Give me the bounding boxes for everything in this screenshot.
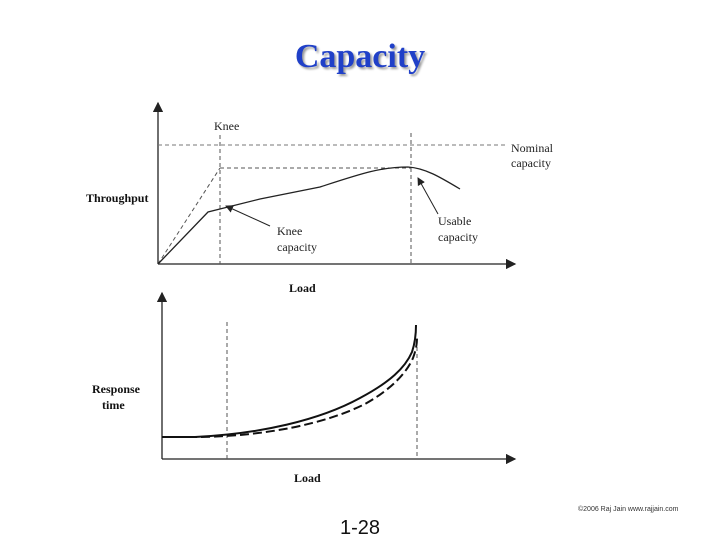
- usable-capacity-label-line1: Usable: [438, 214, 471, 228]
- usable-capacity-label-line2: capacity: [438, 230, 478, 244]
- response-time-plot: Response time Load: [92, 291, 517, 485]
- response-time-solid-curve: [162, 324, 417, 438]
- slide-title: Capacity: [294, 38, 426, 75]
- throughput-plot: Throughput Load Knee Nominal capacity Kn…: [86, 101, 554, 295]
- knee-capacity-label-line2: capacity: [277, 240, 317, 254]
- throughput-x-label: Load: [289, 281, 316, 295]
- usable-capacity-arrow: [417, 177, 439, 215]
- page-number: 1-28: [340, 517, 381, 539]
- knee-capacity-label-line1: Knee: [277, 224, 302, 238]
- response-y-label-line1: Response: [92, 382, 141, 396]
- throughput-y-label: Throughput: [86, 191, 148, 205]
- response-y-label-line2: time: [102, 398, 125, 412]
- response-x-label: Load: [294, 471, 321, 485]
- throughput-curve: [157, 166, 461, 265]
- nominal-capacity-label-line2: capacity: [511, 156, 551, 170]
- nominal-capacity-label-line1: Nominal: [511, 141, 554, 155]
- knee-label: Knee: [214, 119, 239, 133]
- ideal-throughput-line: [157, 167, 221, 265]
- knee-capacity-arrow: [225, 205, 271, 227]
- response-time-dashed-curve: [162, 337, 418, 438]
- copyright-notice: ©2006 Raj Jain www.rajjain.com: [578, 506, 679, 513]
